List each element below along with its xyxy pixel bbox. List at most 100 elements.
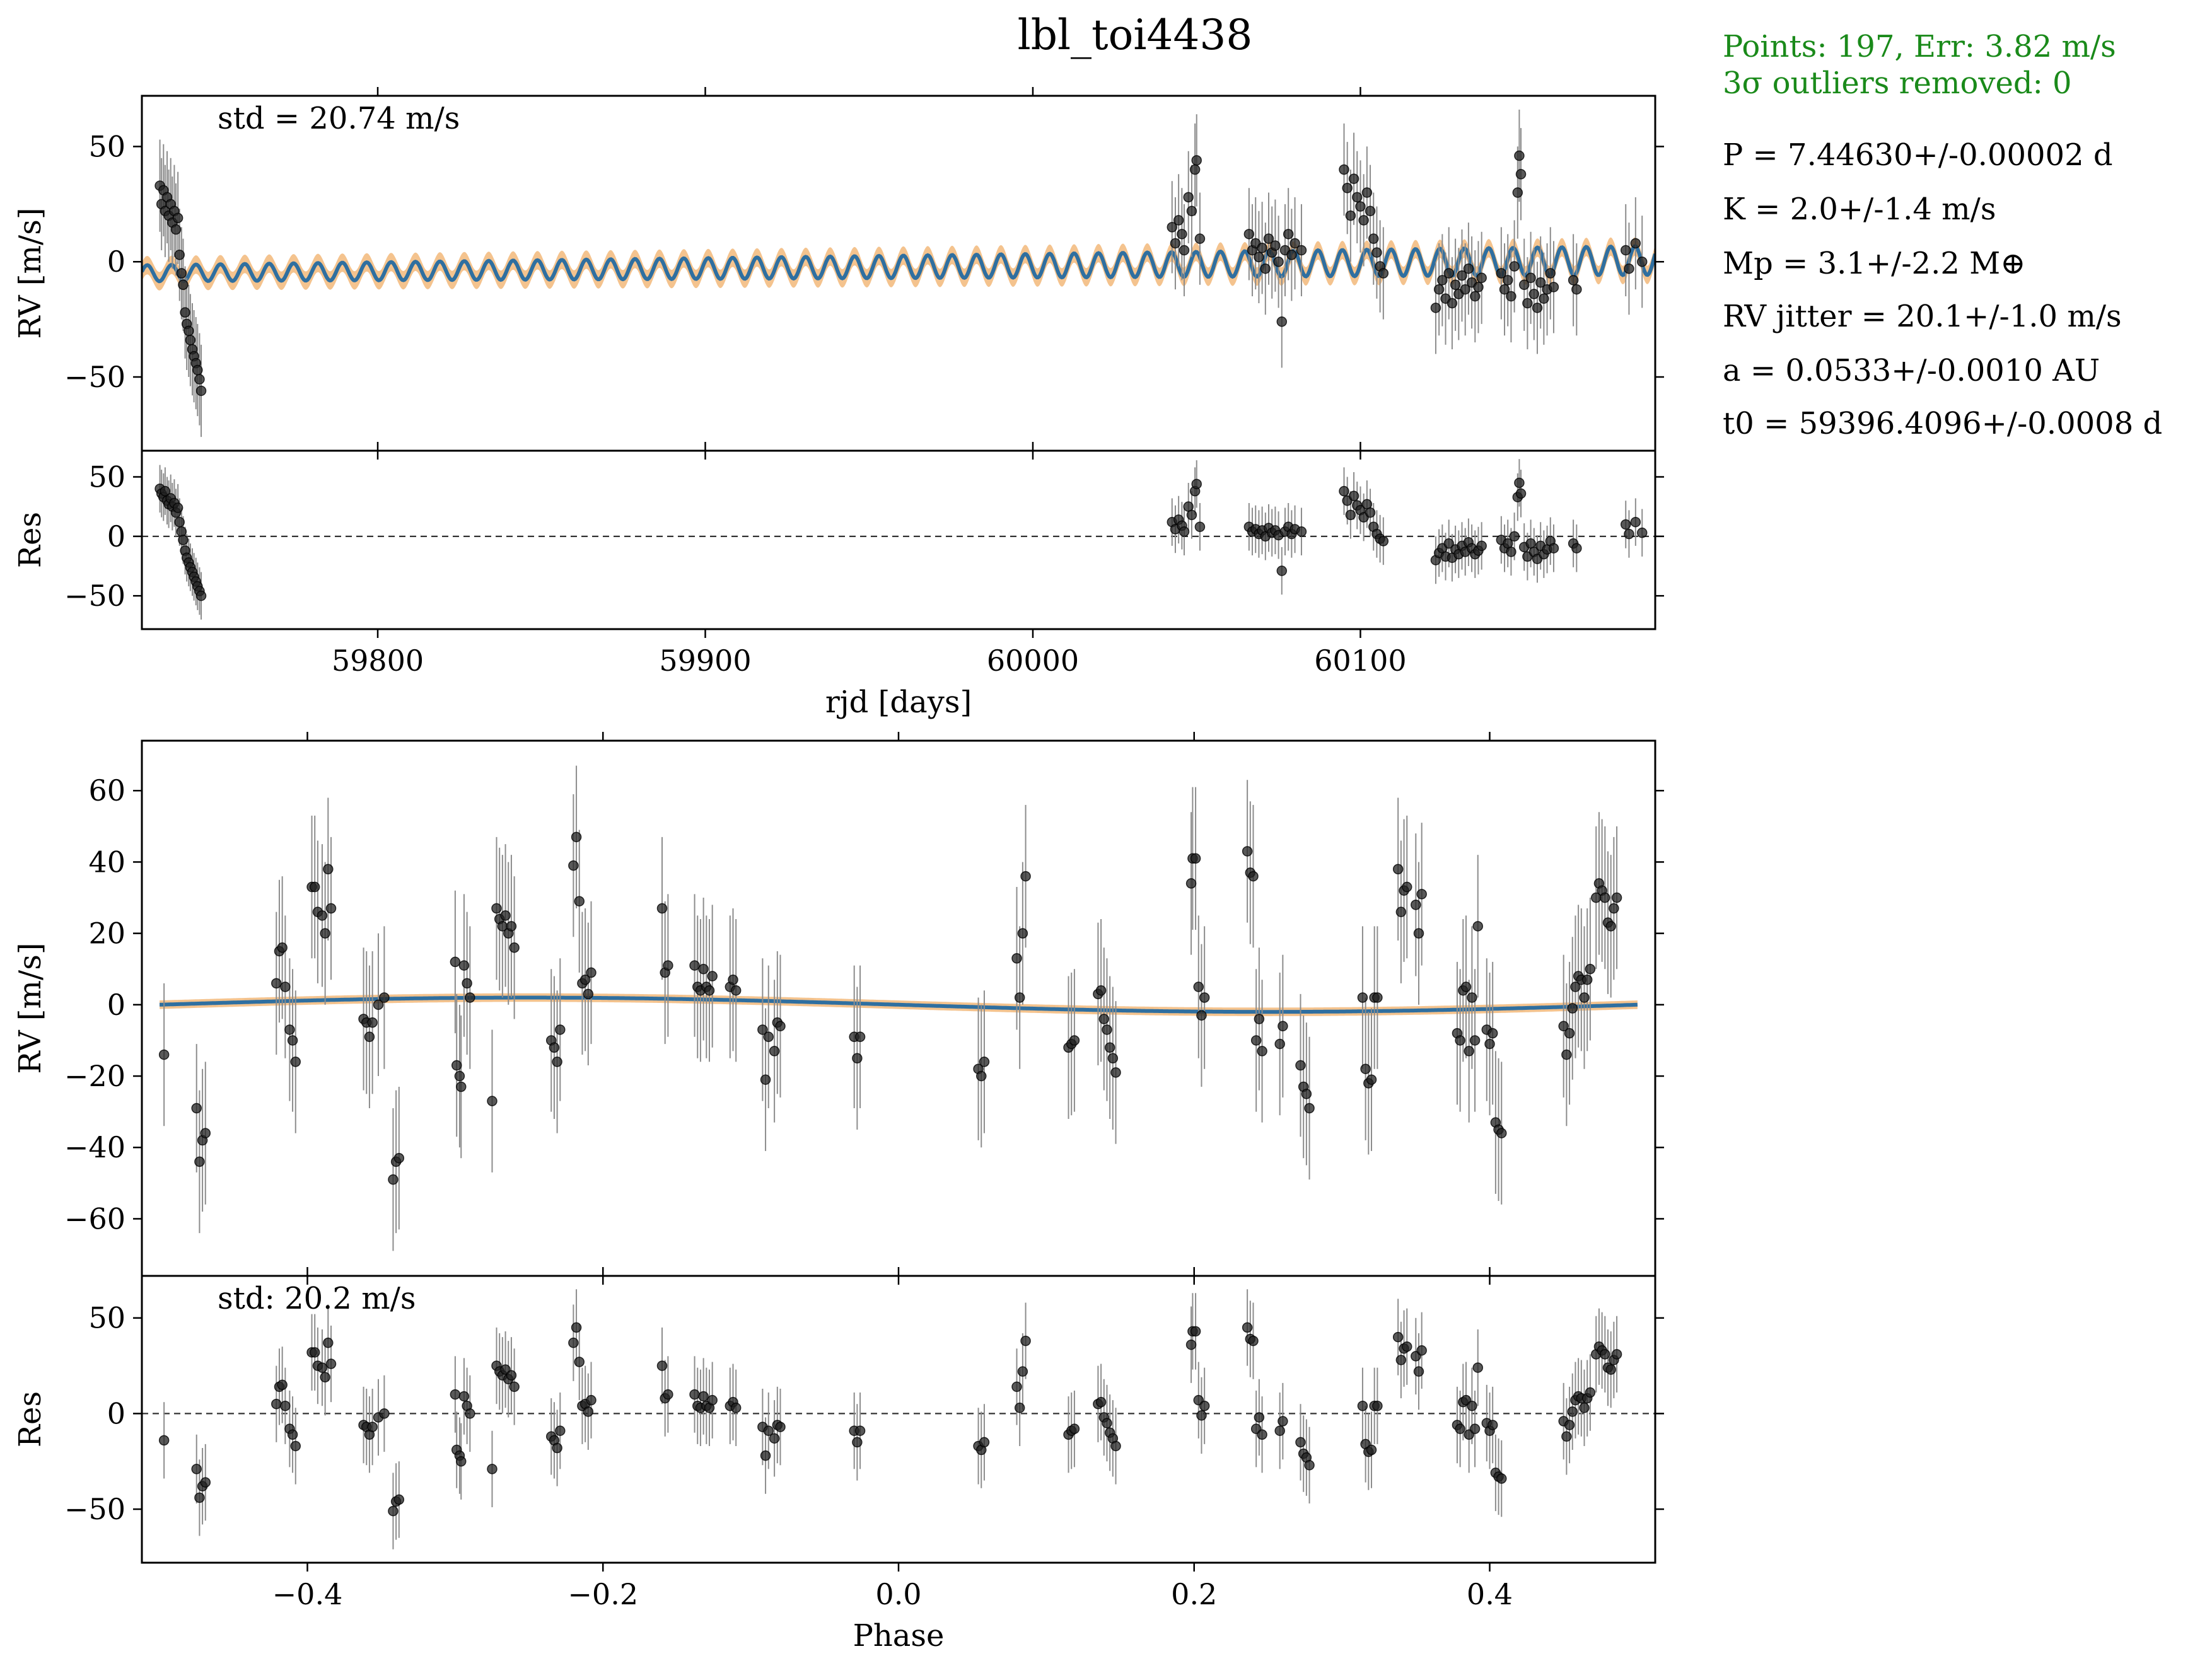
data-point: [1274, 1038, 1285, 1050]
data-point: [1361, 187, 1373, 198]
data-point: [271, 978, 282, 989]
plot-area: [142, 459, 1655, 620]
data-point: [1301, 1089, 1312, 1099]
y-axis-label: RV [m/s]: [13, 942, 48, 1074]
data-point: [656, 903, 668, 914]
data-point: [1358, 215, 1369, 226]
data-point: [689, 960, 700, 971]
data-point: [976, 1070, 987, 1082]
data-point: [1585, 1387, 1596, 1398]
data-point: [379, 992, 390, 1003]
data-point: [1464, 1046, 1474, 1057]
data-point: [280, 981, 291, 992]
plot-area: [158, 765, 1638, 1251]
data-point: [1548, 282, 1559, 292]
data-point: [1539, 293, 1549, 304]
data-point: [1170, 238, 1181, 249]
y-tick-label: 50: [88, 129, 125, 163]
data-point: [172, 502, 183, 513]
data-point: [1339, 164, 1349, 175]
data-point: [1196, 1010, 1207, 1021]
param-semi-major-axis: a = 0.0533+/-0.0010 AU: [1723, 353, 2100, 388]
data-point: [1348, 173, 1359, 184]
data-point: [1402, 881, 1412, 893]
data-point: [309, 881, 320, 893]
data-point: [663, 960, 673, 971]
data-point: [1194, 233, 1206, 244]
data-point: [1545, 268, 1556, 279]
data-point: [195, 385, 207, 397]
data-point: [1437, 275, 1448, 286]
data-point: [1499, 284, 1510, 295]
data-point: [1525, 272, 1536, 284]
data-point: [1248, 871, 1259, 882]
data-point: [1470, 291, 1481, 302]
data-point: [1365, 206, 1376, 217]
data-point: [1278, 1416, 1288, 1427]
data-point: [1372, 1401, 1383, 1411]
data-point: [707, 971, 718, 981]
data-point: [1476, 540, 1487, 552]
x-tick-label: 0.0: [875, 1577, 921, 1611]
data-point: [757, 1024, 768, 1035]
data-point: [465, 1408, 475, 1419]
x-axis-label: Phase: [853, 1618, 945, 1653]
data-point: [1467, 1401, 1477, 1411]
param-t0: t0 = 59396.4096+/-0.0008 d: [1723, 406, 2162, 441]
data-point: [1020, 1335, 1031, 1346]
data-point: [191, 1103, 202, 1114]
x-tick-label: 59900: [659, 644, 751, 678]
data-point: [1630, 238, 1641, 249]
data-point: [1196, 1410, 1207, 1421]
model-curve: [160, 995, 1638, 1014]
y-axis-label: Res: [13, 1391, 48, 1447]
y-tick-label: 0: [107, 988, 125, 1022]
data-point: [549, 1042, 560, 1053]
data-point: [1242, 1322, 1253, 1333]
data-point: [763, 1425, 774, 1436]
data-point: [1455, 1423, 1465, 1434]
data-point: [1571, 284, 1582, 295]
data-point: [1296, 526, 1307, 537]
data-point: [1487, 1420, 1498, 1430]
y-tick-label: 50: [88, 1301, 125, 1335]
data-point: [487, 1096, 498, 1106]
data-point: [760, 1450, 771, 1461]
data-point: [158, 1435, 170, 1446]
data-point: [1512, 187, 1523, 198]
data-point: [1257, 1429, 1267, 1440]
data-point: [555, 1425, 566, 1436]
data-point: [852, 1053, 863, 1063]
data-point: [728, 974, 738, 985]
data-point: [568, 1337, 579, 1348]
data-point: [1263, 233, 1274, 244]
data-point: [183, 325, 194, 337]
param-rv-jitter: RV jitter = 20.1+/-1.0 m/s: [1723, 299, 2122, 334]
data-point: [172, 212, 183, 224]
summary-points-err: Points: 197, Err: 3.82 m/s: [1723, 29, 2116, 64]
summary-block: Points: 197, Err: 3.82 m/s 3σ outliers r…: [1723, 29, 2116, 101]
data-point: [176, 268, 187, 279]
data-point: [323, 1337, 334, 1348]
data-point: [1345, 210, 1356, 221]
data-point: [1514, 150, 1525, 161]
data-point: [1179, 526, 1190, 537]
data-point: [1528, 289, 1540, 299]
data-point: [1173, 215, 1184, 226]
data-point: [1416, 889, 1427, 900]
data-point: [290, 1057, 301, 1067]
y-tick-label: 0: [107, 1396, 125, 1430]
panel-phase-residuals: −0.4 −0.2 0.0 0.2 0.4 50 0 −50 Res Phase std: 20.2…: [13, 1267, 1664, 1653]
data-point: [509, 1381, 520, 1393]
parameter-block: P = 7.44630+/-0.00002 d K = 2.0+/-1.4 m/…: [1723, 137, 2162, 441]
data-point: [1357, 1401, 1368, 1411]
data-point: [465, 992, 475, 1003]
data-point: [1506, 547, 1516, 557]
data-point: [763, 1031, 774, 1043]
data-point: [1283, 229, 1294, 240]
x-tick-label: 0.2: [1171, 1577, 1217, 1611]
data-point: [1620, 245, 1631, 256]
data-point: [1416, 1345, 1427, 1356]
data-point: [1636, 256, 1648, 267]
